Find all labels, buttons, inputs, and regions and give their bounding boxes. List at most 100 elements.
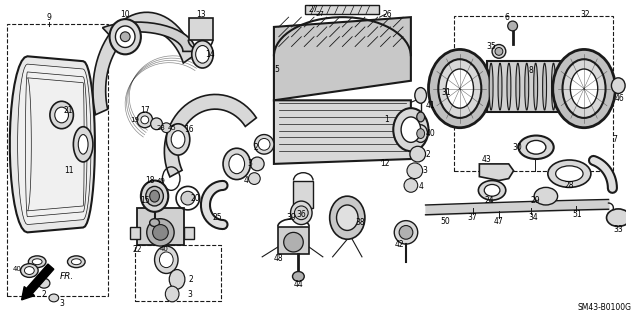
Ellipse shape [489,63,493,110]
Text: 1: 1 [384,115,388,124]
Ellipse shape [196,46,209,63]
FancyArrow shape [22,264,54,300]
Ellipse shape [543,63,547,110]
Polygon shape [274,17,411,100]
Text: SM43-B0100G: SM43-B0100G [577,303,631,312]
Polygon shape [10,56,95,232]
Text: 37: 37 [468,213,477,222]
Text: 19: 19 [131,117,140,123]
Text: 48: 48 [274,254,284,263]
Ellipse shape [254,135,274,154]
Ellipse shape [495,48,503,55]
Text: 40: 40 [160,246,169,252]
Ellipse shape [192,41,213,68]
Bar [7,24,108,296]
Polygon shape [26,72,87,217]
Ellipse shape [410,146,426,162]
Ellipse shape [570,63,573,110]
Ellipse shape [399,226,413,239]
Text: 14: 14 [205,50,215,59]
Text: 3: 3 [247,160,252,168]
Polygon shape [274,100,411,164]
Polygon shape [102,22,196,51]
Ellipse shape [49,294,59,302]
Ellipse shape [498,63,502,110]
Text: 11: 11 [64,166,73,175]
Ellipse shape [492,45,506,58]
Ellipse shape [548,160,591,187]
Ellipse shape [161,123,171,133]
Ellipse shape [438,59,481,118]
Text: 35: 35 [486,42,496,51]
Text: 26: 26 [383,10,392,19]
Ellipse shape [394,221,418,244]
Ellipse shape [404,179,418,192]
Text: 5: 5 [275,64,279,73]
Ellipse shape [74,127,93,162]
Ellipse shape [248,173,260,184]
Ellipse shape [534,63,538,110]
Ellipse shape [150,190,159,202]
Text: 50: 50 [440,217,450,226]
Text: 3: 3 [422,166,427,175]
Bar [294,181,313,208]
Ellipse shape [146,186,163,206]
Ellipse shape [563,59,605,118]
Text: 47: 47 [494,217,504,226]
Text: 9: 9 [47,13,51,22]
Text: 15: 15 [140,196,150,204]
Ellipse shape [611,78,625,93]
Ellipse shape [152,225,168,240]
Text: 18: 18 [145,176,154,185]
Text: 30: 30 [513,143,522,152]
Ellipse shape [165,286,179,302]
Ellipse shape [337,205,358,230]
Ellipse shape [330,196,365,239]
Ellipse shape [417,112,424,122]
Text: 2: 2 [254,143,259,152]
Ellipse shape [32,259,42,265]
Ellipse shape [534,187,557,205]
Text: 43: 43 [481,154,491,164]
Text: 25: 25 [212,213,222,222]
Ellipse shape [78,135,88,154]
Ellipse shape [50,101,74,129]
Bar [487,61,575,112]
Ellipse shape [478,181,506,200]
Bar [184,227,194,239]
Text: 2: 2 [42,290,46,299]
Ellipse shape [72,259,81,265]
Ellipse shape [159,252,173,268]
Ellipse shape [147,219,174,246]
Text: 7: 7 [612,135,617,144]
Text: 27: 27 [308,5,318,14]
Ellipse shape [415,88,426,103]
Ellipse shape [414,125,428,142]
Text: 45: 45 [168,125,177,131]
Text: 40: 40 [426,129,435,138]
Text: 29: 29 [531,196,540,204]
Text: FR.: FR. [60,272,74,281]
Bar [189,18,213,40]
Ellipse shape [223,148,250,180]
Ellipse shape [429,49,491,128]
Ellipse shape [171,131,185,148]
Text: 27: 27 [316,11,324,17]
Bar [137,208,184,245]
Text: 23: 23 [157,125,166,131]
Text: 36: 36 [296,210,306,219]
Ellipse shape [552,63,556,110]
Ellipse shape [401,117,420,142]
Ellipse shape [229,154,244,174]
Ellipse shape [526,140,546,154]
Ellipse shape [250,157,264,171]
Ellipse shape [407,163,422,179]
Ellipse shape [169,270,185,289]
Text: 6: 6 [504,13,509,22]
Ellipse shape [292,271,304,281]
Ellipse shape [141,116,148,124]
Ellipse shape [155,246,178,273]
Text: 24: 24 [484,196,494,204]
Text: 13: 13 [196,10,205,19]
Ellipse shape [259,138,270,150]
